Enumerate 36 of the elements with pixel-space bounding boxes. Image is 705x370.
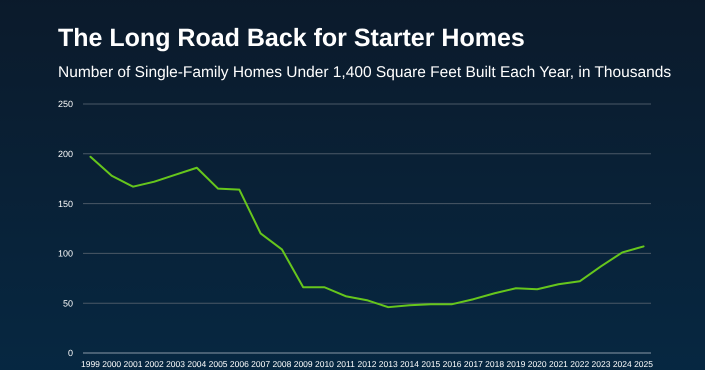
x-tick-label: 2015	[421, 358, 441, 369]
x-tick-label: 2020	[528, 358, 547, 369]
x-tick-label: 2019	[506, 358, 526, 369]
y-tick-label: 150	[58, 198, 73, 209]
x-tick-label: 2023	[592, 358, 611, 369]
y-tick-label: 0	[68, 348, 73, 358]
x-tick-label: 2008	[272, 358, 292, 369]
chart-subtitle: Number of Single-Family Homes Under 1,400 Square Feet Built Each Year, in Thousands	[58, 64, 672, 81]
x-tick-label: 2007	[251, 358, 270, 369]
x-tick-label: 2011	[336, 358, 356, 369]
x-tick-label: 2013	[378, 358, 398, 369]
x-tick-label: 2017	[464, 358, 484, 369]
chart-title: The Long Road Back for Starter Homes	[58, 24, 525, 52]
x-tick-label: 2000	[102, 358, 122, 369]
x-tick-label: 2025	[634, 358, 654, 369]
x-tick-label: 2002	[144, 358, 164, 369]
x-tick-label: 2021	[549, 358, 568, 369]
x-tick-label: 2016	[442, 358, 462, 369]
x-tick-label: 2006	[230, 358, 250, 369]
x-tick-label: 2014	[400, 358, 420, 369]
x-tick-label: 2010	[314, 358, 334, 369]
y-tick-label: 250	[58, 99, 73, 110]
x-tick-label: 2005	[208, 358, 228, 369]
x-tick-label: 2018	[485, 358, 504, 369]
x-tick-label: 2004	[187, 358, 207, 369]
y-tick-label: 50	[62, 298, 73, 308]
line-series	[89, 156, 645, 308]
x-tick-label: 2022	[570, 358, 590, 369]
x-tick-label: 2003	[166, 358, 186, 369]
x-tick-label: 1999	[80, 358, 100, 369]
x-tick-label: 2012	[358, 358, 377, 369]
y-tick-label: 100	[58, 248, 73, 259]
x-tick-label: 2001	[124, 358, 143, 369]
x-tick-label: 2009	[294, 358, 313, 369]
y-tick-label: 200	[58, 148, 73, 159]
x-tick-label: 2024	[612, 358, 632, 369]
